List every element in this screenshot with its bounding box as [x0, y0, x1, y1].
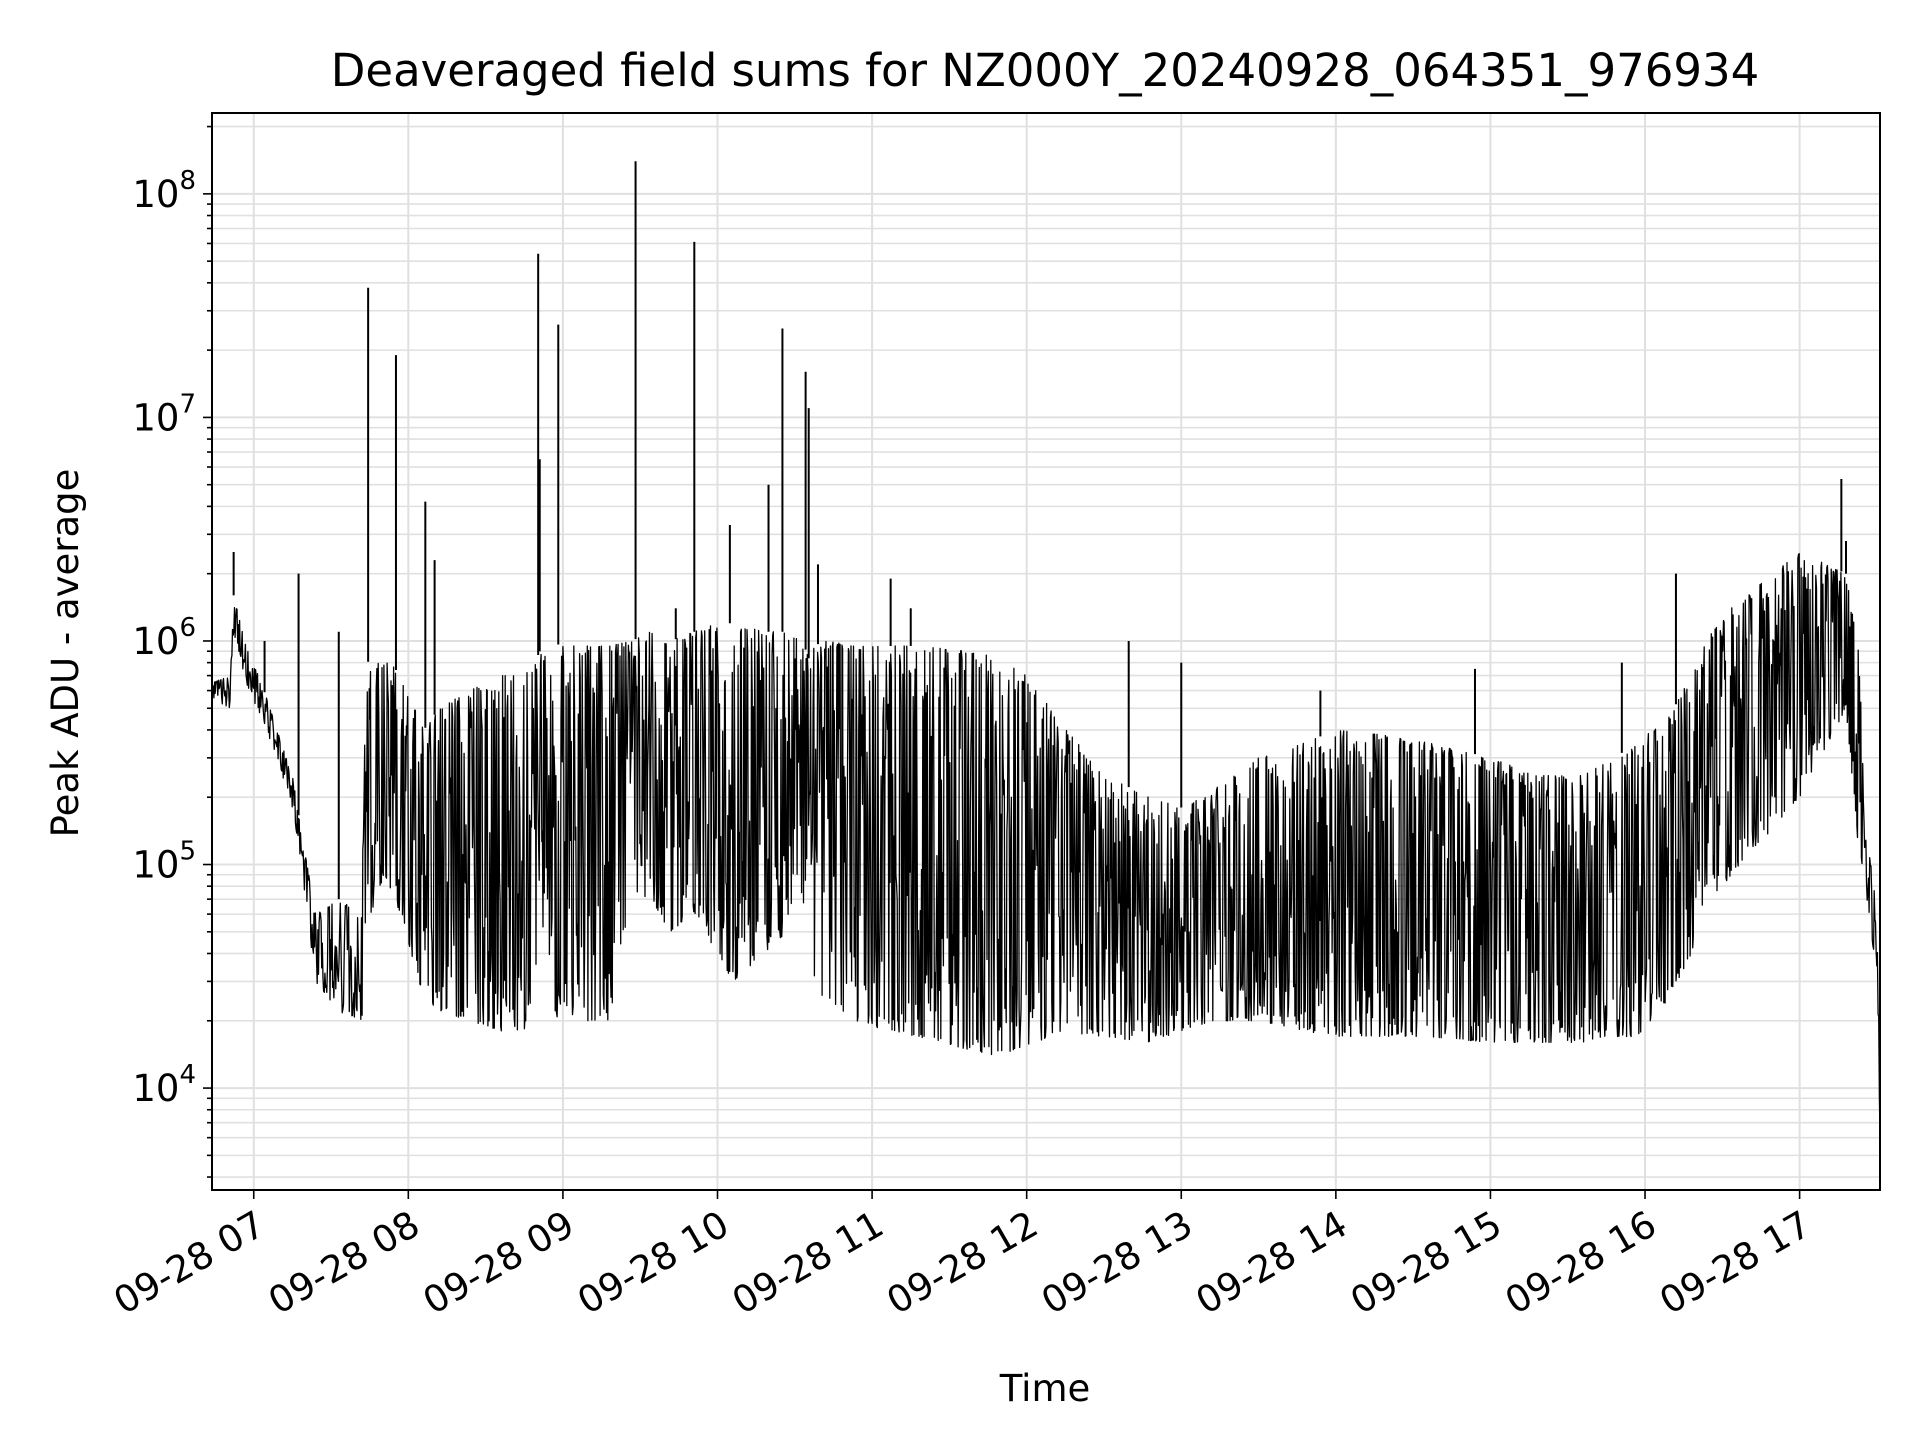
- y-tick-label-exponent: 5: [179, 837, 196, 867]
- y-tick-label: 106: [132, 613, 196, 663]
- y-tick-label: 104: [132, 1060, 196, 1110]
- y-tick-label-base: 10: [132, 1067, 179, 1110]
- chart-title: Deaveraged field sums for NZ000Y_2024092…: [331, 44, 1760, 97]
- y-tick-label-exponent: 8: [179, 166, 196, 196]
- y-tick-label: 107: [132, 389, 196, 439]
- y-tick-label-base: 10: [132, 173, 179, 216]
- y-tick-label-exponent: 7: [179, 389, 196, 419]
- y-tick-label-exponent: 6: [179, 613, 196, 643]
- y-tick-label: 108: [132, 166, 196, 216]
- data-series: [211, 161, 1881, 1138]
- y-tick-label-exponent: 4: [179, 1060, 196, 1090]
- y-tick-label: 105: [132, 837, 196, 887]
- data-line: [211, 552, 1881, 1138]
- y-tick-label-base: 10: [132, 844, 179, 887]
- y-tick-label-base: 10: [132, 620, 179, 663]
- y-axis-label: Peak ADU - average: [44, 469, 87, 838]
- y-tick-label-base: 10: [132, 396, 179, 439]
- x-axis-label: Time: [999, 1367, 1091, 1410]
